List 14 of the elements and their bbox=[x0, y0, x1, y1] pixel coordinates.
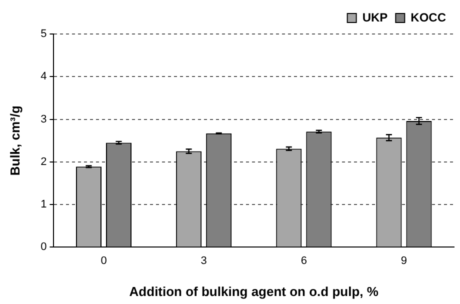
x-tick-label: 9 bbox=[400, 254, 408, 267]
y-tick-label: 0 bbox=[40, 241, 47, 254]
legend-label: UKP bbox=[362, 10, 388, 24]
y-tick-label: 4 bbox=[40, 70, 47, 83]
y-tick-label: 1 bbox=[40, 198, 47, 211]
x-tick-label: 6 bbox=[300, 254, 307, 267]
x-tick-label: 3 bbox=[200, 254, 207, 267]
y-tick-label: 5 bbox=[40, 28, 47, 40]
y-tick-label: 3 bbox=[40, 113, 47, 126]
legend-label: KOCC bbox=[410, 10, 446, 24]
x-tick-label: 0 bbox=[100, 254, 107, 267]
x-axis-title: Addition of bulking agent on o.d pulp, % bbox=[129, 284, 379, 299]
y-tick-label: 2 bbox=[40, 156, 47, 168]
y-axis-title: Bulk, cm³/g bbox=[7, 106, 22, 176]
